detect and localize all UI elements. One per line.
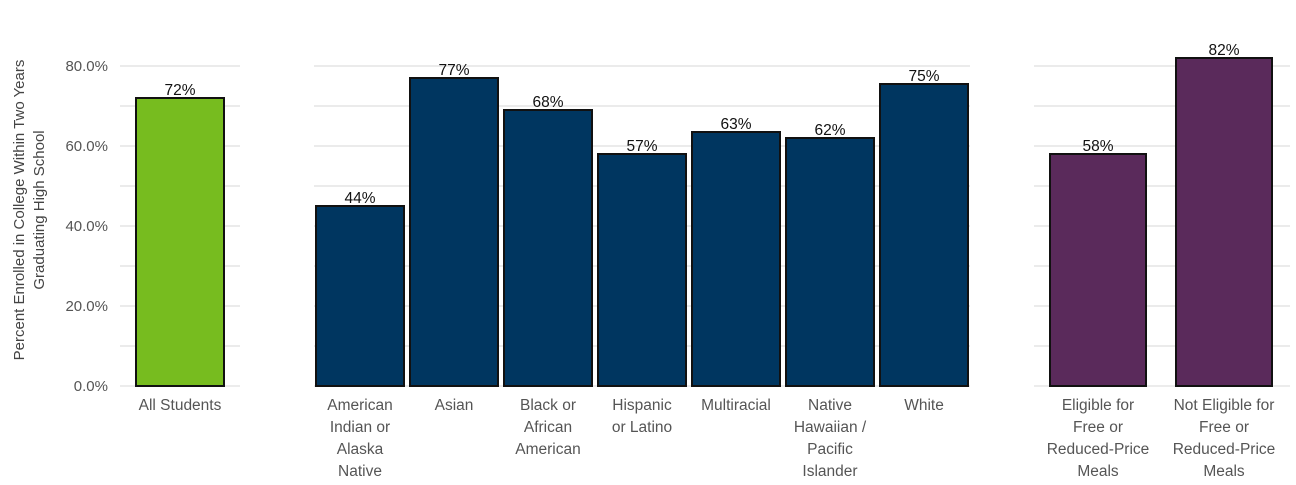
bar [315,205,405,387]
category-label: Not Eligible for Free or Reduced-Price Meal… [1173,397,1276,480]
category-label: Hispanic or Latino [612,397,672,436]
data-label: 62% [814,122,845,139]
category-label: Black or African American [515,397,580,458]
bar [409,77,499,387]
data-label: 72% [164,82,195,99]
bar [503,109,593,387]
bar [135,97,225,387]
bar [879,83,969,387]
category-label: Native Hawaiian / Pacific Islander [794,397,867,480]
bar [597,153,687,387]
y-tick-label: 0.0% [74,378,108,395]
category-label: Eligible for Free or Reduced-Price Meals [1047,397,1150,480]
y-axis-label: Percent Enrolled in College Within Two Y… [11,60,48,361]
category-label: Multiracial [701,397,771,414]
category-label: American Indian or Alaska Native [327,397,392,480]
y-tick-label: 60.0% [65,138,108,155]
data-labels: 72% 44% 77% 68% 57% 63% 62% 75% 58% 82% [164,42,1239,207]
bar [691,131,781,387]
data-label: 44% [344,190,375,207]
data-label: 77% [438,62,469,79]
bar [1175,57,1273,387]
category-label: All Students [139,397,222,414]
y-tick-label: 80.0% [65,58,108,75]
y-tick-label: 20.0% [65,298,108,315]
bar [785,137,875,387]
y-tick-label: 40.0% [65,218,108,235]
data-label: 58% [1082,138,1113,155]
category-labels: All Students American Indian or Alaska Nativ… [139,397,1276,480]
category-label: Asian [435,397,474,414]
y-axis-ticks: 0.0% 20.0% 40.0% 60.0% 80.0% [65,58,108,395]
bars [135,57,1273,387]
data-label: 63% [720,116,751,133]
data-label: 82% [1208,42,1239,59]
bar [1049,153,1147,387]
data-label: 75% [908,68,939,85]
data-label: 57% [626,138,657,155]
category-label: White [904,397,944,414]
data-label: 68% [532,94,563,111]
